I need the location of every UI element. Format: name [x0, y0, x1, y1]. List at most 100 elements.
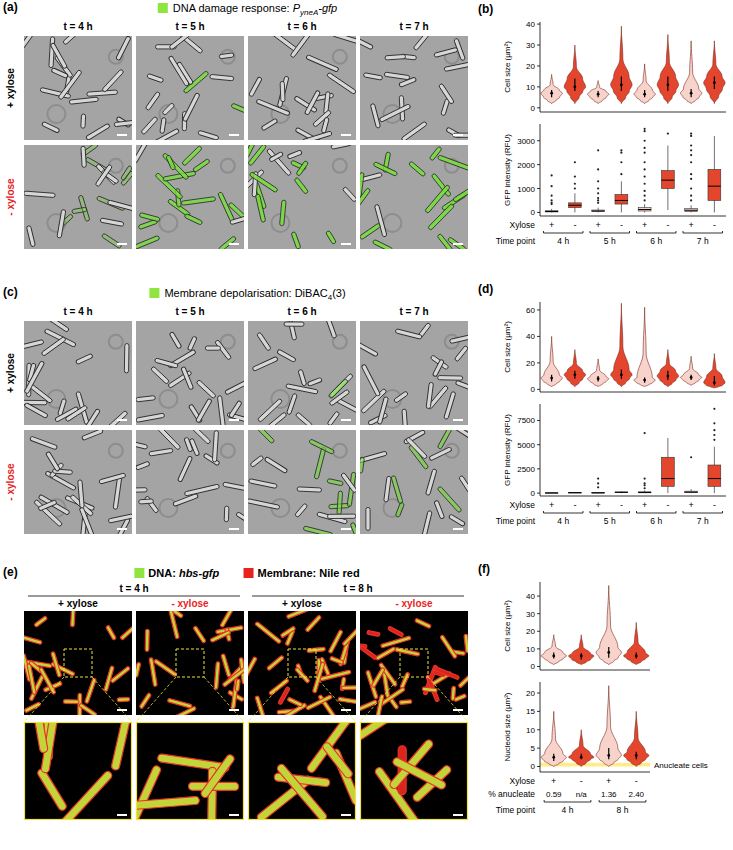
cell — [306, 695, 333, 710]
y-tick-label: 20 — [526, 689, 535, 698]
cell — [249, 479, 278, 489]
image-background — [360, 611, 468, 715]
y-axis-title: Nucleoid size (µm²) — [503, 692, 512, 761]
y-tick-label: 15 — [526, 707, 535, 716]
image-background — [136, 321, 244, 425]
cell — [459, 475, 468, 498]
chart-3: 0250050007500GFP intensity (RFU)+-+-+-+-… — [496, 404, 726, 526]
outlier — [597, 486, 599, 488]
cell — [426, 382, 433, 408]
cell — [104, 666, 115, 692]
y-axis-title: GFP intensity (RFU) — [503, 134, 512, 206]
cell — [144, 496, 159, 514]
cell — [391, 475, 403, 503]
cell — [266, 148, 291, 176]
violin-median — [607, 651, 610, 654]
y-tick — [537, 766, 540, 767]
cell — [120, 623, 132, 640]
cell — [454, 345, 468, 361]
violin — [587, 81, 608, 104]
cell — [286, 393, 297, 415]
cell — [257, 332, 272, 351]
zoom-frame — [25, 723, 132, 820]
violin — [611, 303, 632, 386]
cell — [264, 457, 287, 474]
outlier — [620, 173, 622, 175]
cell — [295, 503, 308, 517]
chart-5: Anucleate cells05101520Nucleoid size (µm… — [488, 682, 708, 815]
y-tick-label: 20 — [526, 627, 535, 636]
cell — [376, 694, 384, 715]
zoom-guide — [316, 677, 356, 722]
y-axis-title: Cell size (µm²) — [503, 41, 512, 93]
scale-bar — [341, 419, 351, 421]
cell — [319, 670, 351, 681]
violin-median — [550, 92, 553, 95]
group-rule — [252, 596, 464, 597]
y-tick — [537, 420, 540, 421]
cell — [184, 484, 219, 496]
cell — [451, 686, 456, 700]
x-tick-label: + — [549, 500, 554, 510]
box — [638, 208, 651, 211]
cell — [286, 611, 309, 619]
y-tick-label: 10 — [526, 83, 535, 92]
outlier — [644, 432, 646, 434]
cell — [145, 629, 149, 651]
cell — [71, 611, 76, 627]
cell — [360, 38, 373, 50]
x-axis-title: Xylose — [509, 776, 535, 786]
outlier — [597, 197, 599, 199]
cell — [107, 410, 128, 425]
cell — [374, 204, 387, 237]
cell — [217, 396, 225, 425]
cell — [99, 473, 126, 484]
panel-0: (a)DNA damage response: PyneA-gfpt = 4 h… — [3, 0, 479, 261]
cell — [384, 72, 410, 80]
violin-median — [690, 92, 693, 95]
cell — [413, 36, 436, 51]
micrograph — [136, 722, 244, 820]
y-tick — [537, 666, 540, 667]
outlier — [644, 161, 646, 163]
x-tick-label: + — [551, 776, 556, 786]
violin-median — [666, 375, 669, 378]
scale-bar — [453, 243, 463, 245]
y-tick-label: 2000 — [517, 161, 535, 170]
image-background — [248, 321, 356, 425]
outlier — [644, 190, 646, 192]
group-bracket — [543, 511, 583, 513]
y-tick-label: 5 — [531, 744, 536, 753]
y-tick — [537, 140, 540, 141]
violin — [680, 356, 701, 385]
group-label: 7 h — [697, 236, 709, 246]
box — [685, 491, 698, 493]
group-bracket — [543, 231, 583, 233]
cell — [337, 491, 343, 515]
cell — [406, 437, 428, 460]
x-axis-title: Xylose — [509, 500, 535, 510]
box — [615, 194, 628, 204]
scale-bar — [453, 528, 463, 530]
image-background — [24, 321, 132, 425]
cell — [327, 514, 355, 518]
scale-bar — [229, 528, 239, 530]
scale-bar — [229, 134, 239, 136]
outlier — [667, 132, 669, 134]
cell — [367, 630, 380, 636]
cell — [330, 656, 344, 664]
image-background — [248, 145, 356, 249]
column-head: + xylose — [282, 598, 322, 609]
y-tick-label: 30 — [526, 41, 535, 50]
y-axis — [540, 582, 541, 670]
zoom-guide — [136, 677, 176, 722]
cell — [184, 437, 193, 452]
cell — [87, 90, 118, 96]
cell — [338, 697, 356, 704]
box — [708, 169, 721, 200]
cell — [360, 188, 371, 209]
violin-iqr — [636, 752, 637, 759]
y-tick-label: 0 — [531, 762, 536, 771]
micrograph — [360, 611, 468, 715]
x-axis — [540, 392, 726, 393]
